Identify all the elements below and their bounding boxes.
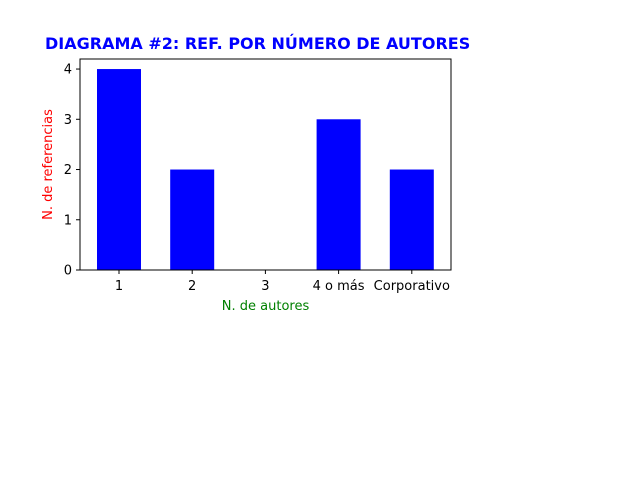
- x-tick-label: 3: [261, 279, 269, 294]
- y-tick-label: 1: [64, 213, 72, 228]
- bar-5: [389, 169, 434, 270]
- bar-2: [170, 169, 215, 270]
- y-tick-label: 4: [64, 63, 72, 78]
- x-axis-label: N. de autores: [222, 299, 310, 314]
- chart-title: DIAGRAMA #2: REF. POR NÚMERO DE AUTORES: [45, 34, 470, 53]
- x-tick-label: 4 o más: [313, 279, 365, 294]
- bar-1: [97, 69, 141, 270]
- x-tick-label: 2: [188, 279, 196, 294]
- plot-frame: [79, 58, 452, 271]
- bar-4: [316, 119, 361, 271]
- y-tick-label: 2: [64, 163, 72, 178]
- bars-layer: [97, 69, 434, 271]
- x-axis-ticks: 1 2 3 4 o más Corporativo: [115, 270, 450, 294]
- y-axis-label: N. de referencias: [41, 109, 56, 220]
- y-tick-label: 0: [64, 264, 72, 279]
- y-axis-ticks: 0 1 2 3 4: [64, 63, 80, 279]
- y-tick-label: 3: [64, 113, 72, 128]
- x-tick-label: 1: [115, 279, 123, 294]
- x-tick-label: Corporativo: [374, 279, 450, 294]
